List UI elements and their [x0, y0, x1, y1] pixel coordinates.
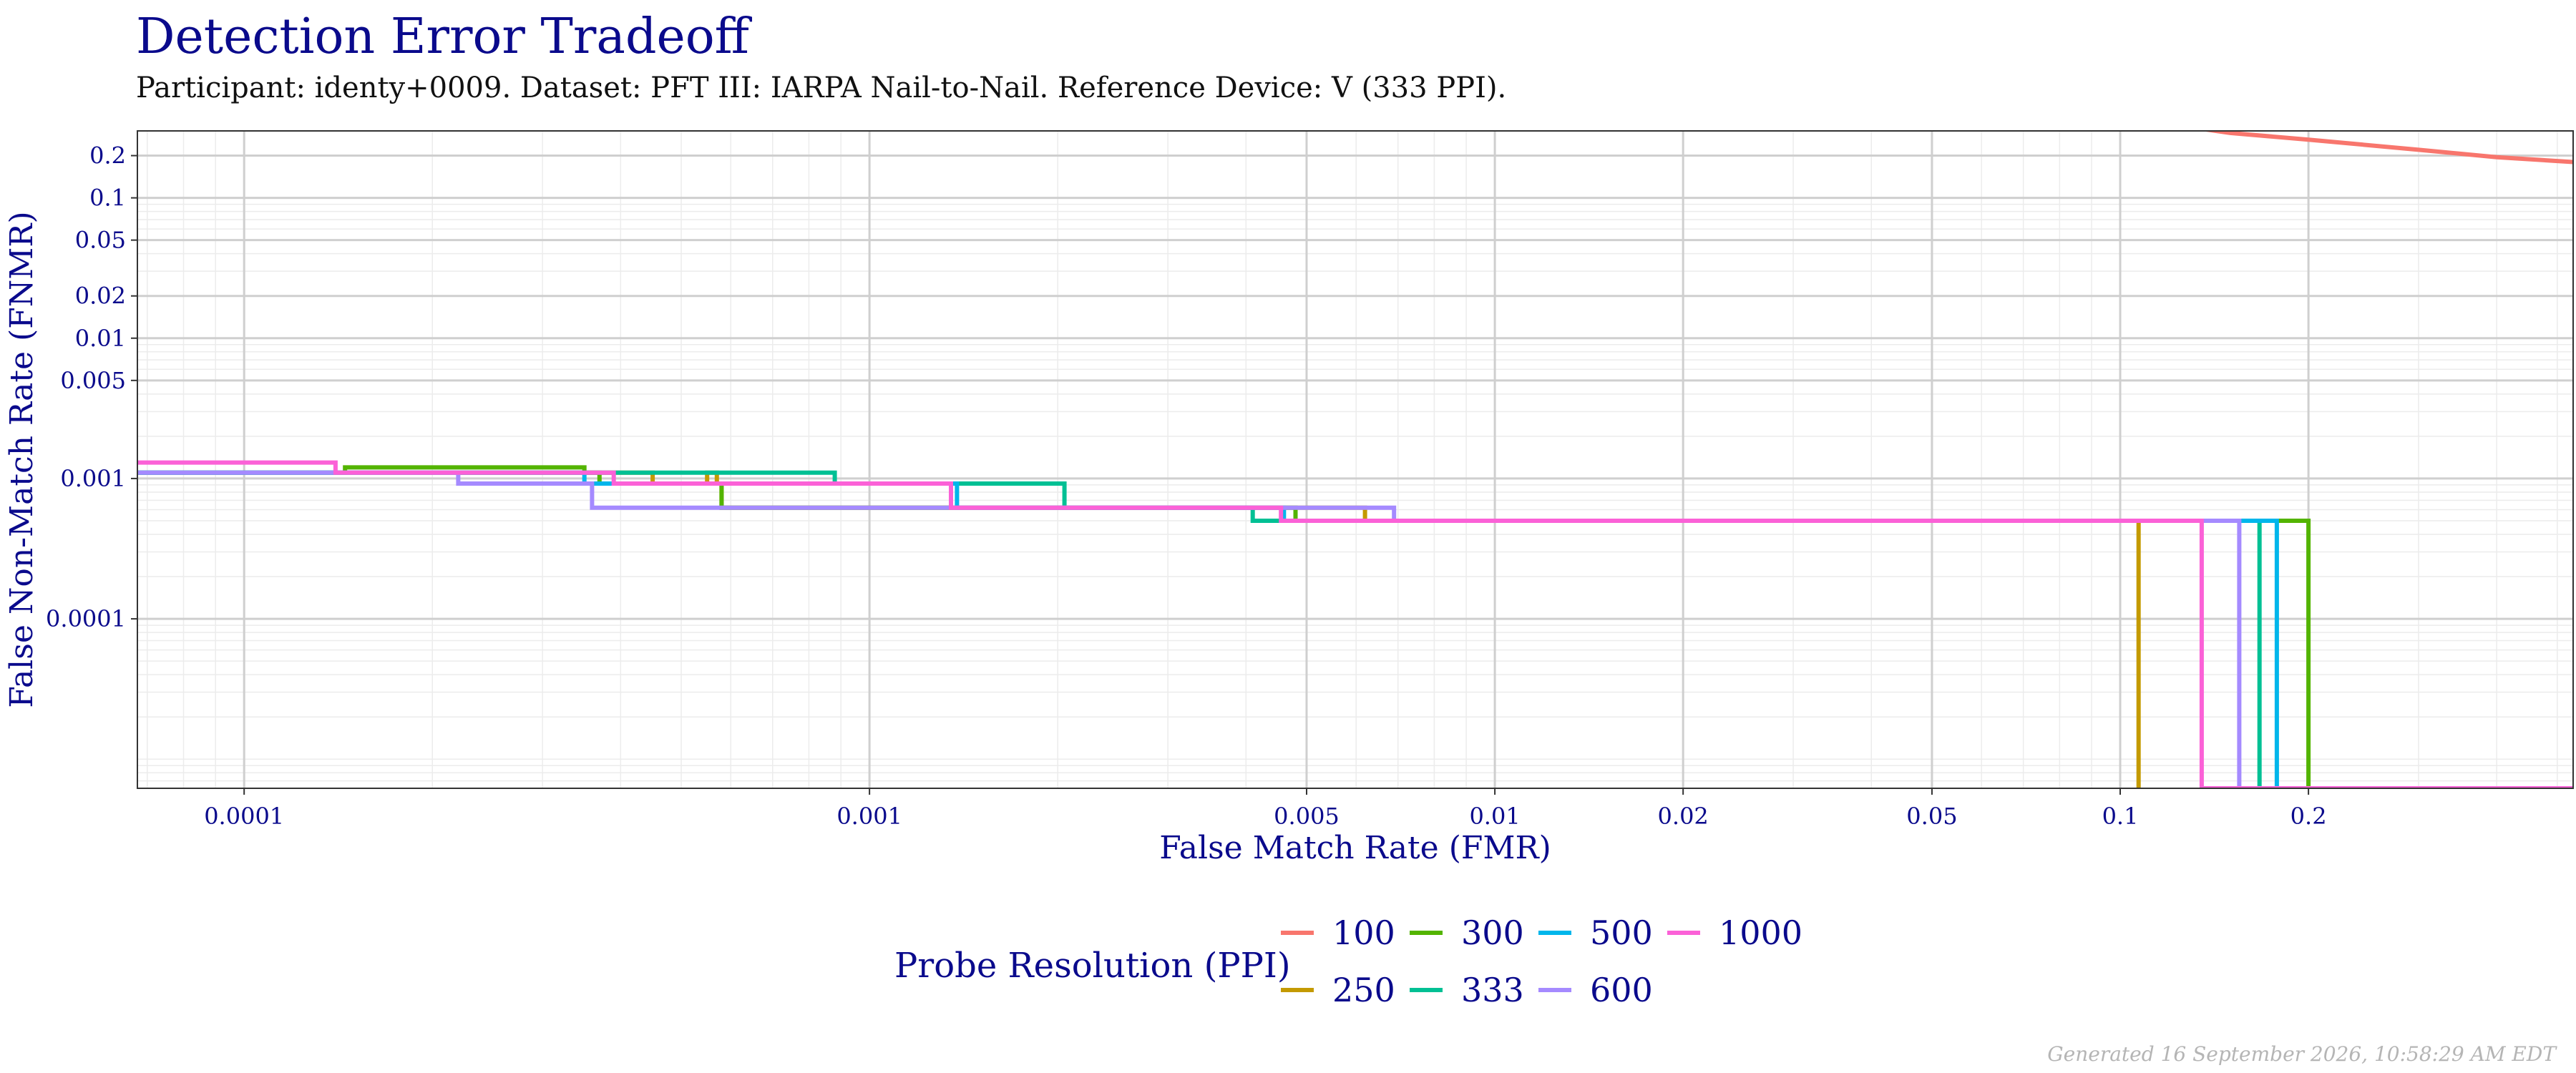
- legend-label: 600: [1590, 971, 1653, 1009]
- legend-key-600: [1538, 988, 1571, 992]
- y-tick-label: 0.2: [89, 142, 126, 170]
- legend-key-500: [1538, 931, 1571, 935]
- y-tick-label: 0.001: [60, 465, 126, 492]
- legend-label: 333: [1461, 971, 1524, 1009]
- legend-item-300: 300: [1410, 911, 1524, 954]
- legend-label: 1000: [1719, 913, 1803, 952]
- series-line-1000: [137, 460, 2573, 788]
- x-tick-label: 0.2: [2290, 803, 2327, 830]
- y-tick-label: 0.01: [75, 325, 126, 352]
- x-tick-label: 0.01: [1469, 803, 1520, 830]
- panel-border: [137, 130, 2574, 789]
- legend-label: 300: [1461, 913, 1524, 952]
- y-axis: 0.0001 0.001 0.005 0.01 0.02 0.05 0.1 0.2: [46, 142, 137, 632]
- legend-label: 500: [1590, 913, 1653, 952]
- legend-label: 250: [1332, 971, 1395, 1009]
- generated-timestamp: Generated 16 September 2026, 10:58:29 AM…: [2047, 1042, 2556, 1066]
- y-tick-label: 0.0001: [46, 605, 126, 632]
- series-group: [137, 131, 2573, 788]
- series-line-300: [137, 465, 2311, 788]
- y-tick-label: 0.005: [60, 367, 126, 394]
- y-tick-label: 0.1: [89, 185, 126, 212]
- x-tick-label: 0.02: [1658, 803, 1709, 830]
- legend-item-333: 333: [1410, 969, 1524, 1011]
- chart-subtitle: Participant: identy+0009. Dataset: PFT I…: [136, 72, 1507, 104]
- legend-item-1000: 1000: [1667, 911, 1802, 954]
- major-grid: [137, 131, 2573, 788]
- y-tick-label: 0.05: [75, 227, 126, 254]
- minor-grid: [137, 131, 2573, 788]
- legend-title: Probe Resolution (PPI): [894, 946, 1291, 986]
- y-tick-label: 0.02: [75, 283, 126, 310]
- x-axis: 0.0001 0.001 0.005 0.01 0.02 0.05 0.1 0.2: [204, 788, 2327, 830]
- legend-item-600: 600: [1538, 969, 1653, 1011]
- series-layer: [137, 131, 2573, 788]
- y-axis-title: False Non-Match Rate (FNMR): [4, 211, 40, 707]
- series-line-100: [2201, 131, 2573, 165]
- legend-label: 100: [1332, 913, 1395, 952]
- legend-item-250: 250: [1281, 969, 1395, 1011]
- legend-key-333: [1410, 988, 1443, 992]
- legend-item-100: 100: [1281, 911, 1395, 954]
- legend-key-250: [1281, 988, 1314, 992]
- legend-key-1000: [1667, 931, 1700, 935]
- chart-title: Detection Error Tradeoff: [136, 9, 749, 65]
- legend-key-100: [1281, 931, 1314, 935]
- x-tick-label: 0.0001: [204, 803, 284, 830]
- x-tick-label: 0.001: [836, 803, 902, 830]
- x-tick-label: 0.005: [1274, 803, 1340, 830]
- legend-item-500: 500: [1538, 911, 1653, 954]
- x-tick-label: 0.1: [2102, 803, 2139, 830]
- x-axis-title: False Match Rate (FMR): [1159, 830, 1551, 866]
- legend-key-300: [1410, 931, 1443, 935]
- x-tick-label: 0.05: [1906, 803, 1957, 830]
